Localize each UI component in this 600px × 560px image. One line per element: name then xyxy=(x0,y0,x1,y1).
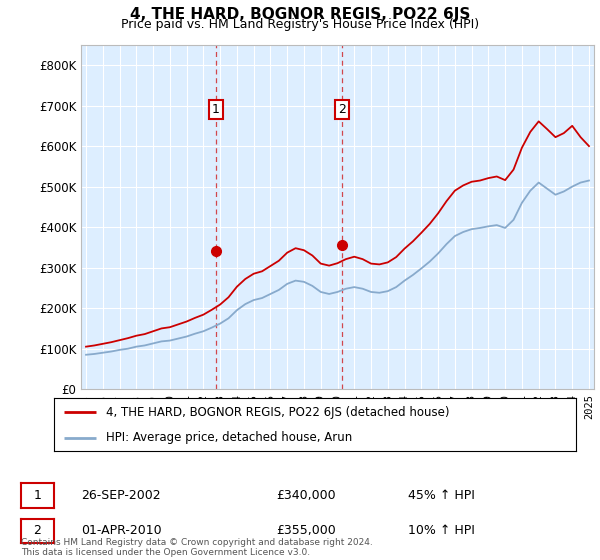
Text: 4, THE HARD, BOGNOR REGIS, PO22 6JS: 4, THE HARD, BOGNOR REGIS, PO22 6JS xyxy=(130,7,470,22)
Text: 26-SEP-2002: 26-SEP-2002 xyxy=(81,489,161,502)
Text: 2: 2 xyxy=(34,524,41,538)
Text: 4, THE HARD, BOGNOR REGIS, PO22 6JS (detached house): 4, THE HARD, BOGNOR REGIS, PO22 6JS (det… xyxy=(106,406,450,419)
Text: 01-APR-2010: 01-APR-2010 xyxy=(81,524,161,538)
Text: HPI: Average price, detached house, Arun: HPI: Average price, detached house, Arun xyxy=(106,431,352,444)
Text: 45% ↑ HPI: 45% ↑ HPI xyxy=(408,489,475,502)
Text: £355,000: £355,000 xyxy=(276,524,336,538)
Text: 10% ↑ HPI: 10% ↑ HPI xyxy=(408,524,475,538)
Text: 2: 2 xyxy=(338,103,346,116)
Text: 1: 1 xyxy=(212,103,220,116)
Text: 1: 1 xyxy=(34,489,41,502)
Text: Contains HM Land Registry data © Crown copyright and database right 2024.
This d: Contains HM Land Registry data © Crown c… xyxy=(21,538,373,557)
Text: Price paid vs. HM Land Registry's House Price Index (HPI): Price paid vs. HM Land Registry's House … xyxy=(121,18,479,31)
Text: £340,000: £340,000 xyxy=(276,489,335,502)
